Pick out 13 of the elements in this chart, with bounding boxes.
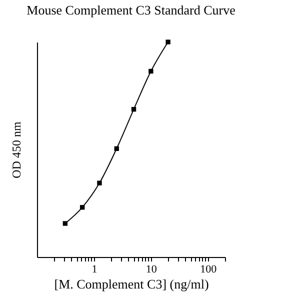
point bbox=[131, 106, 136, 112]
point bbox=[166, 40, 170, 44]
point bbox=[97, 180, 102, 186]
y-axis-title: OD 450 nm bbox=[10, 121, 24, 178]
x-tick-label: 1 bbox=[92, 264, 98, 276]
point bbox=[148, 68, 154, 74]
chart-title: Mouse Complement C3 Standard Curve bbox=[26, 2, 236, 18]
point bbox=[62, 221, 68, 226]
x-tick-label: 100 bbox=[200, 264, 218, 276]
x-tick-label: 10 bbox=[146, 264, 158, 276]
point bbox=[80, 204, 85, 210]
x-axis-title: [M. Complement C3] (ng/ml) bbox=[54, 276, 209, 292]
point bbox=[114, 146, 119, 151]
